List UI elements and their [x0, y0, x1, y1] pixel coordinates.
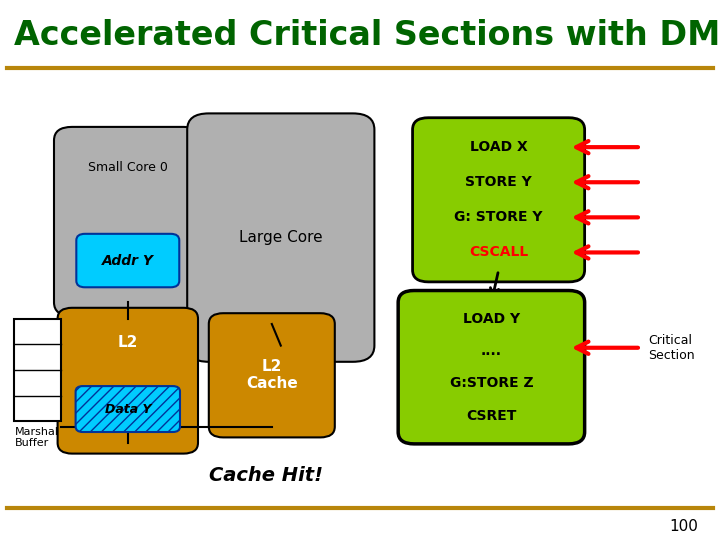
Text: G:STORE Z: G:STORE Z — [449, 376, 534, 390]
Text: STORE Y: STORE Y — [465, 176, 532, 189]
Text: Critical
Section: Critical Section — [648, 334, 695, 362]
Text: Marshal
Buffer: Marshal Buffer — [14, 427, 58, 448]
FancyBboxPatch shape — [76, 234, 179, 287]
FancyBboxPatch shape — [398, 291, 585, 444]
FancyBboxPatch shape — [209, 313, 335, 437]
Text: Addr Y: Addr Y — [102, 254, 154, 267]
Text: Accelerated Critical Sections with DM: Accelerated Critical Sections with DM — [14, 18, 720, 52]
Text: LOAD X: LOAD X — [469, 140, 528, 154]
FancyBboxPatch shape — [54, 127, 202, 316]
Text: CSRET: CSRET — [467, 409, 516, 423]
Text: L2
Cache: L2 Cache — [246, 359, 297, 392]
Text: Cache Hit!: Cache Hit! — [210, 465, 323, 485]
Text: CSCALL: CSCALL — [469, 246, 528, 259]
Text: ....: .... — [481, 344, 502, 358]
Text: Data Y: Data Y — [104, 402, 151, 416]
Text: LOAD Y: LOAD Y — [463, 312, 520, 326]
Text: L2: L2 — [117, 335, 138, 350]
Text: G: STORE Y: G: STORE Y — [454, 211, 543, 224]
FancyBboxPatch shape — [187, 113, 374, 362]
FancyBboxPatch shape — [58, 308, 198, 454]
Text: Small Core 0: Small Core 0 — [88, 161, 168, 174]
Bar — [14, 319, 61, 421]
FancyBboxPatch shape — [76, 386, 180, 432]
FancyBboxPatch shape — [413, 118, 585, 282]
Text: Large Core: Large Core — [239, 230, 323, 245]
Text: 100: 100 — [670, 519, 698, 534]
